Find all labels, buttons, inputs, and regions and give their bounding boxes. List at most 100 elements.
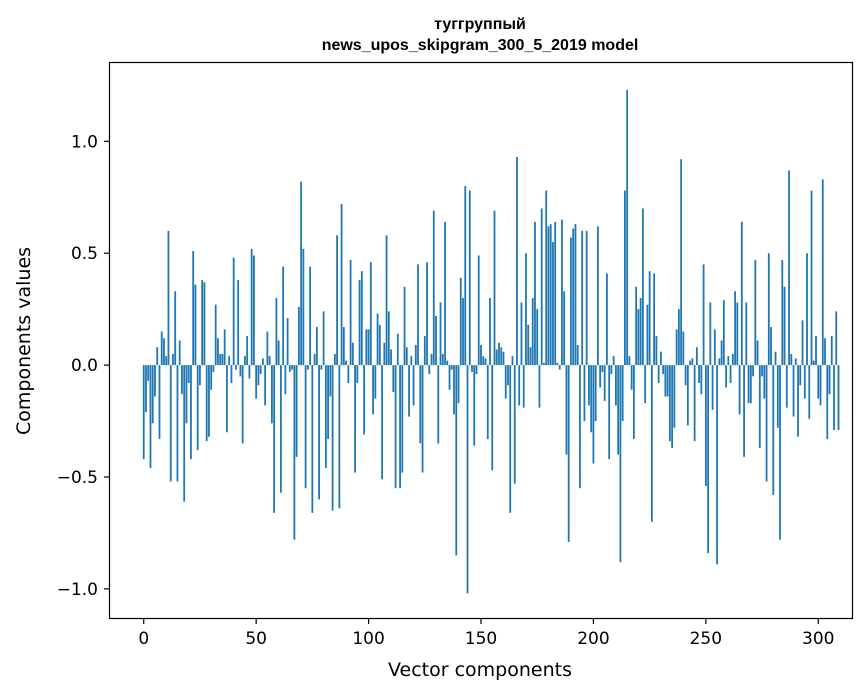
bar-99: [365, 329, 368, 366]
y-tick-label: 0.0: [71, 356, 98, 376]
bar-57: [270, 365, 273, 424]
bar-208: [610, 365, 613, 375]
y-tick-label: −1.0: [57, 580, 98, 600]
bar-232: [664, 365, 667, 397]
bar-124: [421, 365, 424, 473]
bar-90: [345, 360, 347, 366]
bar-32: [214, 304, 217, 366]
bar-122: [417, 264, 419, 366]
x-tick-label: 250: [690, 629, 722, 649]
bar-163: [509, 365, 512, 513]
bar-182: [552, 242, 554, 366]
bar-33: [217, 338, 219, 366]
bar-91: [347, 365, 350, 384]
bar-31: [212, 365, 215, 372]
bar-86: [336, 235, 338, 366]
bar-156: [493, 210, 496, 366]
bar-279: [770, 327, 772, 366]
bar-4: [151, 365, 154, 424]
bar-76: [313, 353, 316, 366]
bar-186: [561, 219, 563, 366]
bar-139: [455, 365, 458, 556]
bar-297: [810, 190, 813, 366]
bar-234: [668, 365, 671, 442]
bar-105: [378, 324, 381, 366]
bar-291: [797, 365, 799, 437]
bar-5: [154, 365, 156, 397]
bar-109: [387, 311, 390, 366]
bar-258: [722, 300, 725, 366]
bar-137: [450, 365, 453, 370]
bar-220: [637, 309, 640, 366]
bar-204: [601, 365, 604, 372]
bar-144: [466, 365, 469, 594]
bar-235: [671, 365, 674, 448]
bar-272: [754, 259, 757, 366]
bar-152: [484, 358, 487, 366]
bar-298: [812, 360, 815, 366]
bar-29: [208, 365, 210, 437]
bar-70: [300, 181, 303, 366]
bar-69: [297, 306, 300, 366]
bar-30: [210, 365, 213, 390]
bar-302: [821, 179, 824, 366]
bar-177: [540, 208, 543, 366]
bar-54: [264, 365, 267, 406]
bar-127: [428, 365, 431, 375]
bar-273: [756, 340, 759, 366]
bar-238: [677, 309, 680, 366]
bar-25: [199, 365, 201, 386]
x-axis-ticks: 0 50 100 150 200 250 300: [138, 618, 834, 649]
bar-67: [293, 365, 296, 540]
bar-2: [147, 365, 150, 381]
bar-56: [268, 356, 271, 366]
chart-title-line-2: news_upos_skipgram_300_5_2019 model: [322, 37, 639, 54]
bar-120: [412, 365, 415, 406]
bar-107: [383, 342, 386, 366]
x-tick-label: 50: [245, 629, 267, 649]
bar-3: [149, 365, 152, 469]
bar-42: [237, 280, 240, 366]
bar-224: [646, 304, 649, 366]
bar-306: [830, 336, 833, 366]
bar-41: [235, 365, 237, 370]
bar-49: [253, 255, 255, 366]
bar-53: [262, 358, 264, 366]
bar-271: [752, 365, 754, 377]
bar-265: [738, 365, 741, 415]
bar-222: [641, 208, 644, 366]
bar-113: [396, 333, 399, 366]
bar-207: [608, 365, 611, 460]
bar-178: [543, 362, 545, 366]
bar-46: [246, 336, 249, 366]
bar-13: [172, 353, 174, 366]
bar-229: [657, 365, 660, 384]
bar-244: [691, 358, 694, 366]
bar-267: [743, 365, 745, 457]
chart-title-line-1: туггруппый: [434, 16, 526, 33]
bar-253: [711, 365, 714, 410]
bar-18: [183, 365, 186, 502]
bar-162: [507, 365, 509, 386]
bar-104: [376, 313, 379, 366]
bar-257: [720, 340, 723, 366]
y-tick-label: 1.0: [71, 132, 98, 152]
bar-293: [801, 320, 804, 366]
bar-247: [698, 365, 700, 384]
bar-116: [403, 286, 406, 366]
bar-198: [588, 365, 590, 406]
bar-108: [385, 235, 388, 366]
bar-266: [740, 221, 743, 366]
bar-174: [534, 221, 536, 366]
bar-130: [435, 315, 437, 366]
bar-34: [219, 353, 222, 366]
bar-217: [630, 365, 633, 390]
bar-47: [248, 365, 251, 379]
bar-168: [520, 302, 523, 366]
bar-22: [192, 250, 195, 366]
bar-12: [169, 365, 172, 482]
bar-294: [803, 365, 806, 399]
x-tick-label: 150: [465, 629, 497, 649]
bar-189: [567, 365, 570, 542]
bar-38: [228, 356, 231, 366]
